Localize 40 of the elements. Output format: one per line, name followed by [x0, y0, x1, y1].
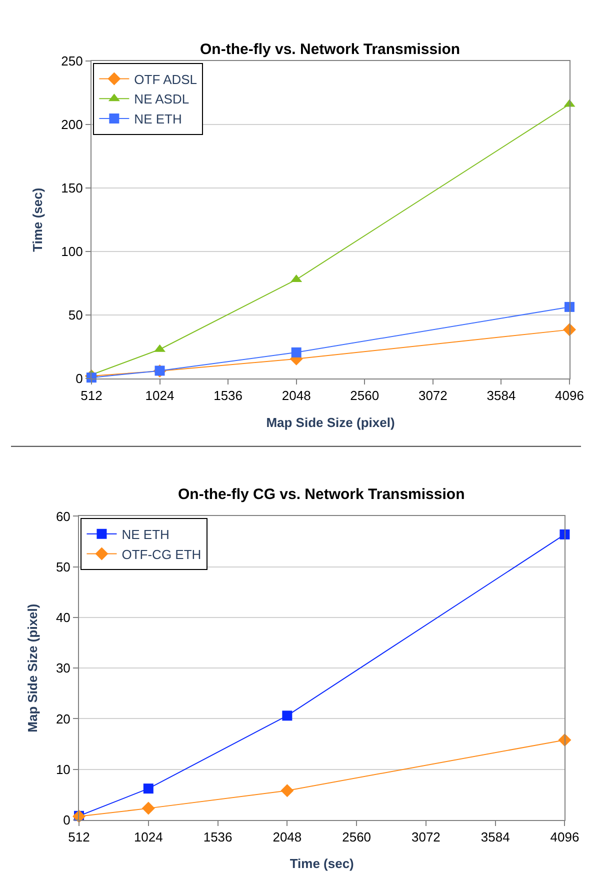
x-tick-label: 3072 [418, 388, 448, 404]
legend-label: OTF-CG ETH [122, 546, 202, 562]
x-tick-label: 512 [80, 388, 102, 404]
x-tick-label: 1024 [145, 388, 174, 404]
x-axis-title: Map Side Size (pixel) [266, 414, 395, 430]
y-tick-label: 10 [56, 762, 70, 777]
legend-label: NE ETH [122, 526, 170, 542]
chart-title: On-the-fly vs. Network Transmission [200, 41, 460, 58]
y-tick-label: 0 [76, 371, 83, 386]
y-tick-label: 0 [63, 812, 70, 828]
x-tick-label: 1536 [203, 830, 232, 845]
y-axis-title: Map Side Size (pixel) [24, 604, 40, 732]
x-tick-label: 4096 [550, 830, 580, 845]
y-tick-label: 60 [56, 508, 70, 524]
x-tick-label: 2048 [282, 388, 311, 404]
legend-label: NE ASDL [134, 92, 190, 107]
x-tick-label: 2560 [350, 388, 380, 404]
x-tick-label: 1024 [134, 830, 163, 845]
legend-label: OTF ADSL [134, 72, 198, 87]
y-tick-label: 100 [61, 244, 83, 260]
x-tick-label: 2048 [272, 830, 302, 845]
chart-title: On-the-fly CG vs. Network Transmission [178, 486, 465, 503]
x-axis-title: Time (sec) [290, 856, 354, 872]
y-tick-label: 30 [56, 660, 70, 676]
x-tick-label: 3584 [480, 830, 510, 845]
y-tick-label: 50 [68, 308, 83, 323]
y-tick-label: 40 [56, 610, 70, 625]
y-tick-label: 150 [61, 180, 83, 196]
y-tick-label: 20 [56, 711, 70, 726]
x-tick-label: 1536 [214, 388, 243, 404]
y-tick-label: 200 [61, 117, 83, 132]
x-tick-label: 3584 [486, 388, 516, 404]
y-tick-label: 50 [56, 559, 70, 574]
x-tick-label: 2560 [342, 830, 372, 845]
x-tick-label: 4096 [555, 388, 584, 404]
x-tick-label: 512 [68, 830, 90, 845]
y-tick-label: 250 [61, 54, 83, 69]
legend-label: NE ETH [134, 112, 182, 127]
y-axis-title: Time (sec) [30, 188, 46, 252]
x-tick-label: 3072 [411, 830, 440, 845]
